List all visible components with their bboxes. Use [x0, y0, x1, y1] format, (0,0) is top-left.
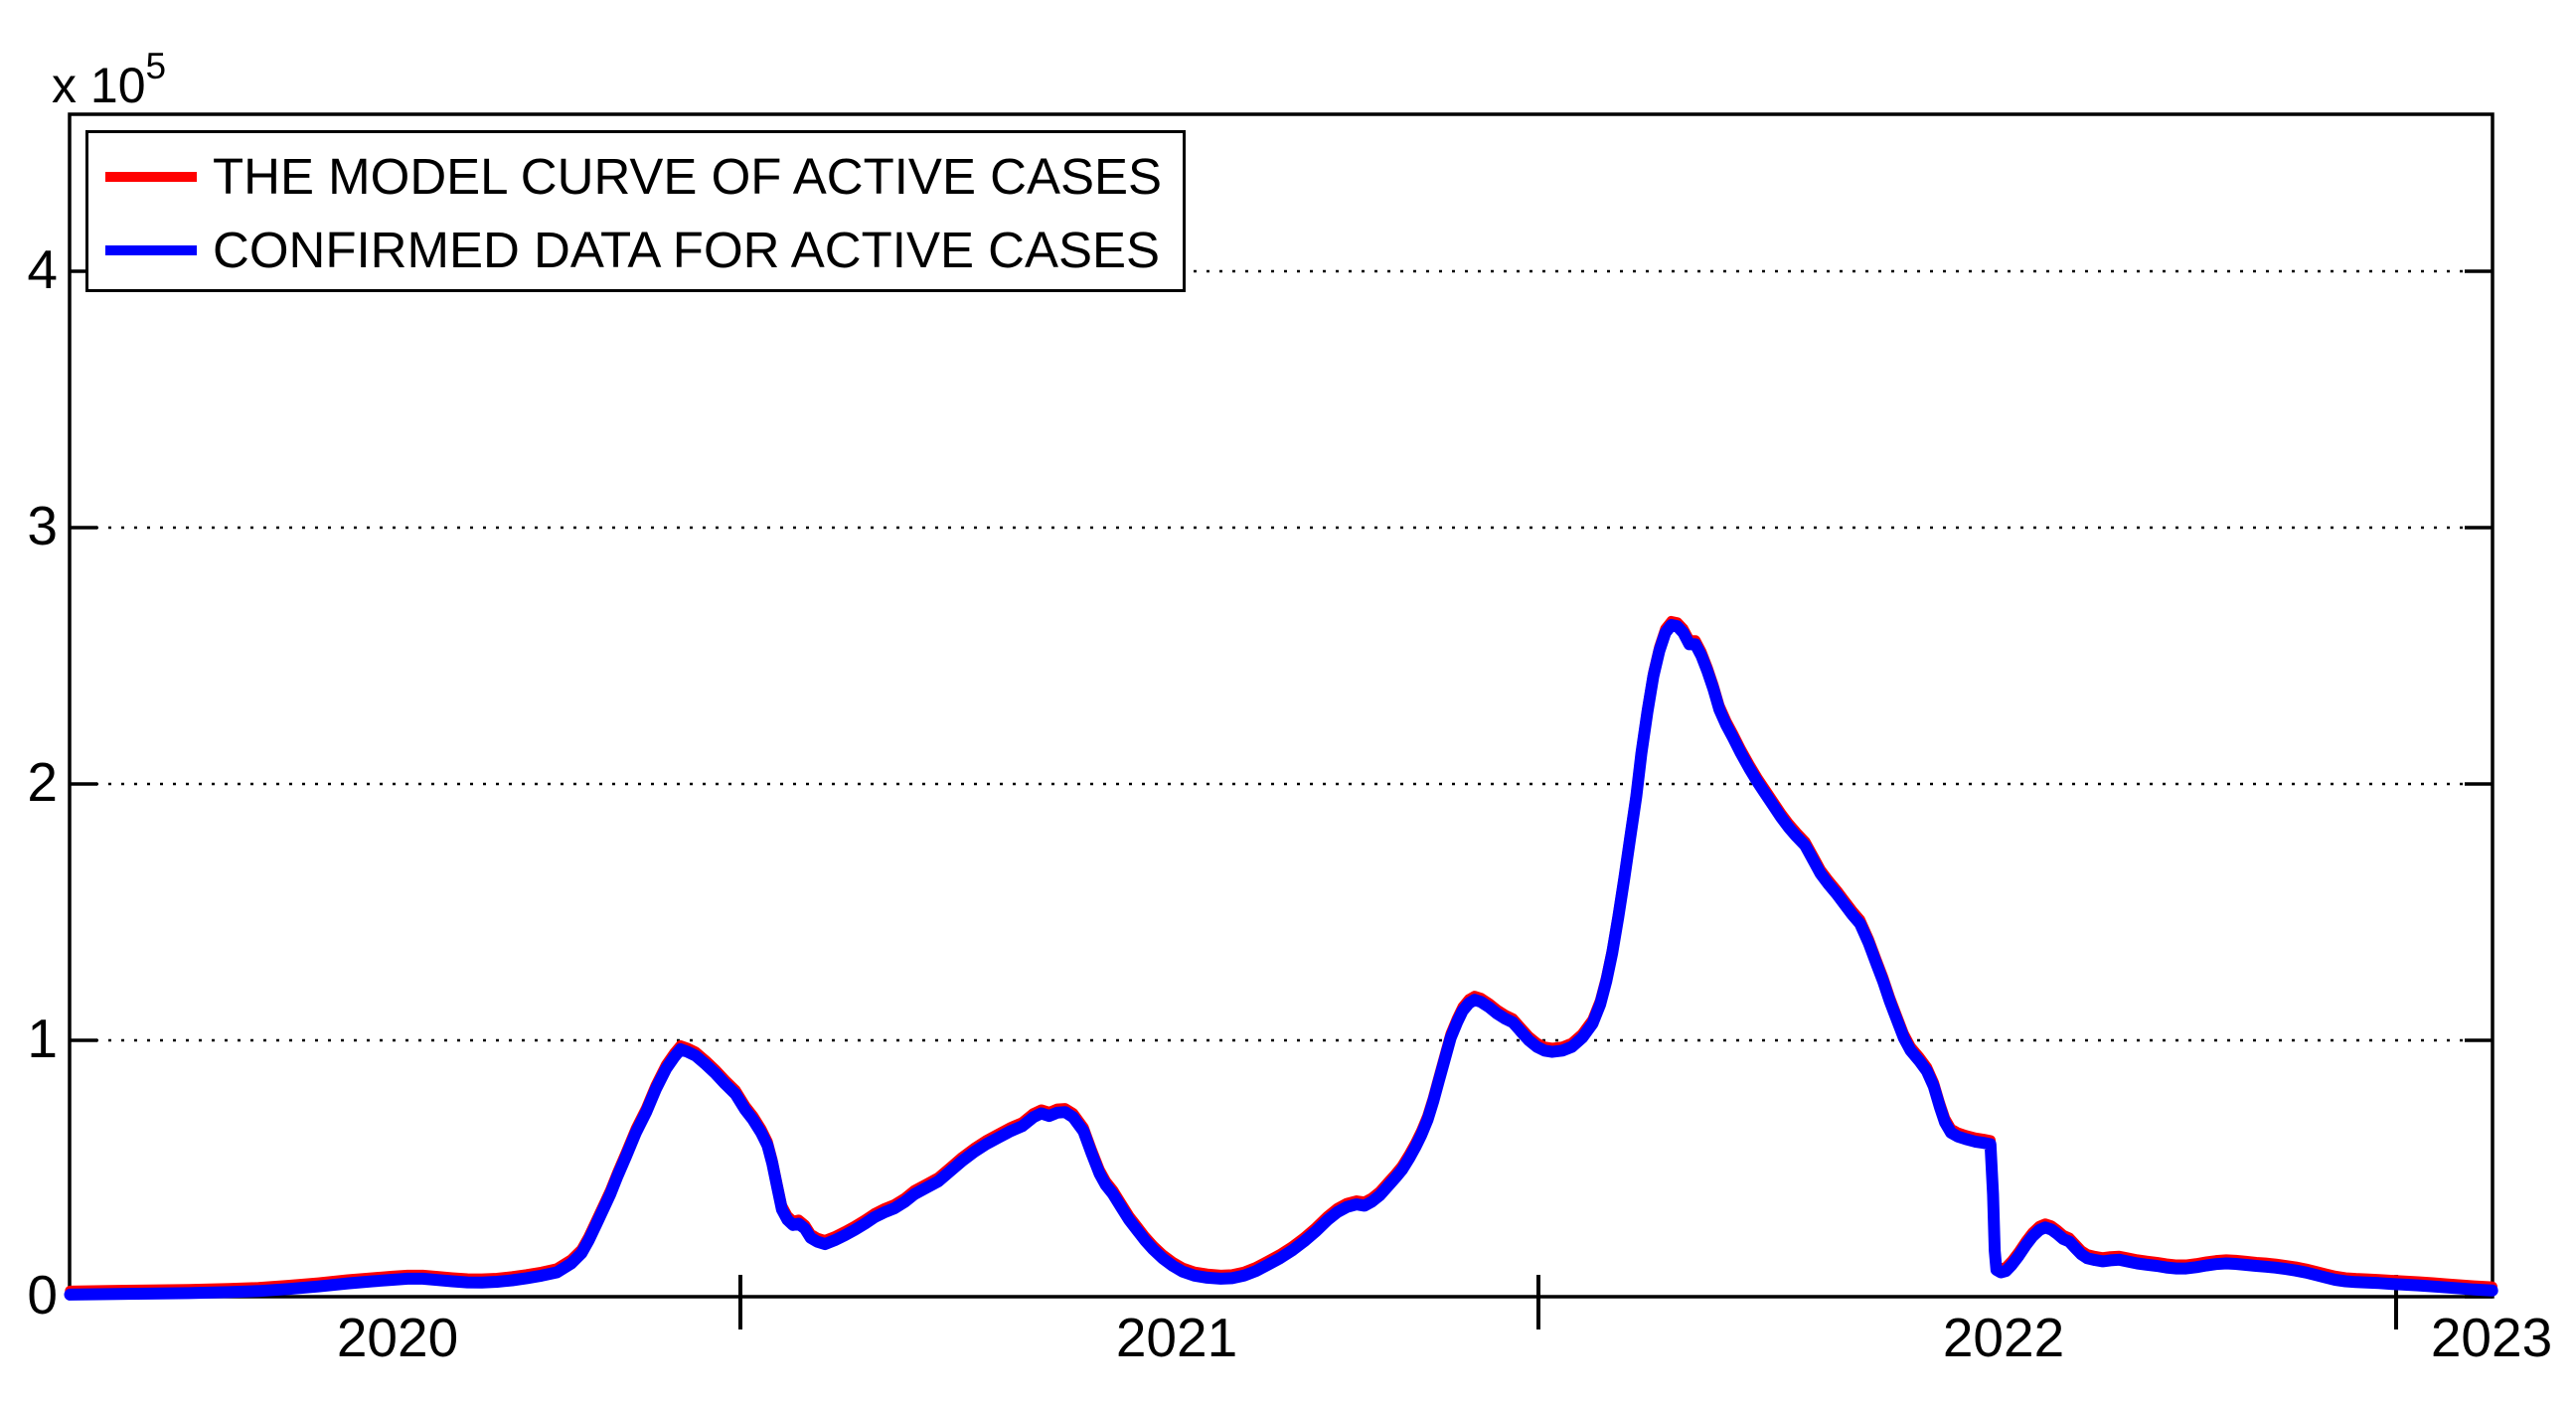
legend-item-model: THE MODEL CURVE OF ACTIVE CASES	[105, 149, 1162, 205]
grid-layer	[70, 269, 2493, 1042]
y-tick-label-1: 1	[27, 1008, 58, 1069]
y-tick-label-3: 3	[27, 495, 58, 556]
data-curve-line	[64, 619, 2498, 1301]
plot-border	[68, 112, 2495, 1299]
legend-line-data-swatch	[105, 245, 197, 255]
series-layer	[64, 615, 2498, 1301]
y-tick-label-2: 2	[27, 751, 58, 813]
x-tick-label-2021: 2021	[1115, 1307, 1238, 1368]
x-tick-label-2023: 2023	[2430, 1307, 2553, 1368]
legend-line-model-swatch	[105, 172, 197, 182]
x-tick-label-2020: 2020	[336, 1307, 459, 1368]
legend-item-data: CONFIRMED DATA FOR ACTIVE CASES	[105, 223, 1160, 278]
y-exponent-prefix: x 10	[52, 58, 146, 113]
y-tick-label-4: 4	[27, 238, 58, 300]
y-axis-exponent: x 105	[52, 46, 166, 114]
model-curve-line	[65, 615, 2497, 1297]
legend-label-model: THE MODEL CURVE OF ACTIVE CASES	[213, 148, 1163, 205]
axis-layer	[68, 112, 2495, 1329]
legend-label-data: CONFIRMED DATA FOR ACTIVE CASES	[213, 222, 1161, 278]
y-tick-label-0: 0	[27, 1264, 58, 1326]
y-exponent-power: 5	[145, 46, 167, 86]
legend: THE MODEL CURVE OF ACTIVE CASES CONFIRME…	[85, 130, 1186, 292]
x-tick-label-2022: 2022	[1942, 1307, 2065, 1368]
